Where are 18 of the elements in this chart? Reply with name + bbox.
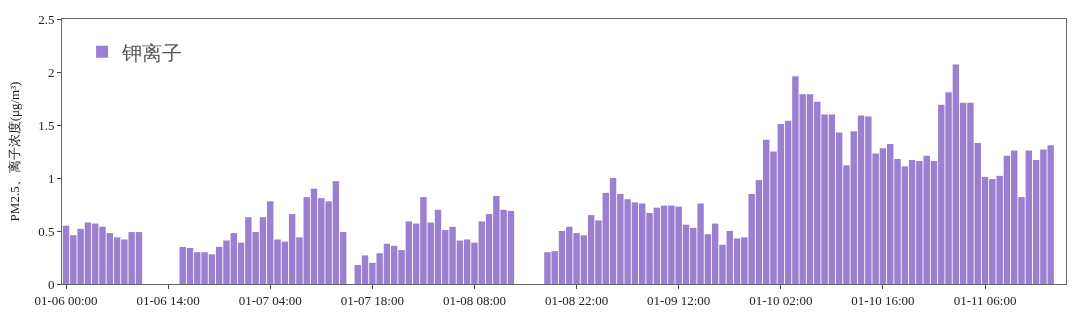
x-tick-label: 01-08 08:00: [442, 292, 507, 308]
x-tick-label: 01-06 14:00: [136, 292, 200, 308]
y-tick-label: 0: [47, 276, 55, 292]
x-tick-label: 01-07 04:00: [238, 292, 302, 308]
x-tick-label: 01-08 22:00: [544, 292, 609, 308]
y-tick-label: 1.5: [38, 117, 55, 133]
y-tick-label: 0.5: [38, 223, 55, 239]
x-tick-label: 01-06 00:00: [34, 292, 98, 308]
y-tick-label: 2.5: [38, 11, 55, 27]
x-tick-label: 01-09 12:00: [647, 292, 711, 308]
y-axis-title: PM2.5、离子浓度(μg/m³): [7, 81, 23, 222]
x-tick-label: 01-11 06:00: [953, 292, 1017, 308]
x-tick-label: 01-10 16:00: [851, 292, 915, 308]
x-tick-label: 01-07 18:00: [340, 292, 404, 308]
x-tick-label: 01-10 02:00: [749, 292, 813, 308]
y-tick-label: 2: [47, 64, 55, 80]
legend-label: 钾离子: [121, 41, 183, 64]
y-tick-label: 1: [47, 170, 55, 186]
